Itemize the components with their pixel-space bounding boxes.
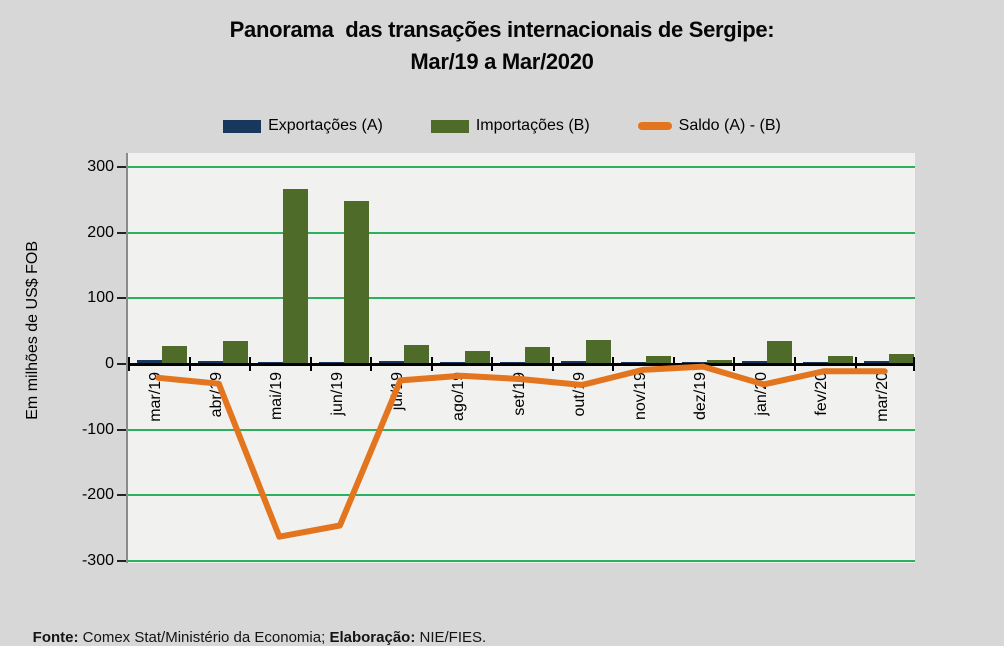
- source-label: Fonte:: [32, 629, 83, 646]
- legend-item: Saldo (A) - (B): [637, 117, 781, 135]
- importacoes-bar: [827, 355, 853, 364]
- gridline: [128, 428, 915, 431]
- chart-legend: Exportações (A) Importações (B) Saldo (A) …: [0, 117, 1004, 135]
- importacoes-bar: [464, 350, 490, 364]
- x-axis-tick: [733, 357, 736, 371]
- exportacoes-bar: [197, 360, 223, 364]
- y-tick-label: -100: [81, 420, 114, 438]
- y-axis-tick: [117, 363, 126, 365]
- legend-bar-swatch: [223, 119, 262, 133]
- legend-label: Importações (B): [475, 117, 590, 134]
- importacoes-bar: [222, 341, 248, 364]
- gridline: [128, 560, 915, 562]
- importacoes-bar: [646, 356, 672, 364]
- importacoes-bar: [525, 346, 551, 364]
- y-tick-label: 200: [87, 223, 114, 241]
- chart-title: Panorama das transações internacionais d…: [0, 14, 1004, 78]
- y-axis-tick: [117, 494, 126, 497]
- importacoes-bar: [404, 345, 430, 364]
- y-axis-line: [126, 153, 128, 563]
- y-tick-label: 0: [105, 355, 114, 372]
- y-axis-tick: [117, 166, 126, 168]
- x-axis-tick: [128, 357, 130, 371]
- gridline: [128, 166, 915, 168]
- y-axis-tick: [117, 231, 126, 234]
- source-text: Comex Stat/Ministério da Economia;: [82, 629, 330, 646]
- y-axis-tick: [117, 560, 126, 562]
- importacoes-bar: [343, 200, 369, 364]
- chart-title-line1: Panorama das transações internacionais d…: [229, 17, 775, 42]
- y-axis-title: Em milhões de US$ FOB: [24, 241, 41, 420]
- legend-bar-swatch: [430, 119, 469, 133]
- x-axis-tick: [551, 357, 554, 371]
- y-tick-label: -300: [81, 552, 114, 569]
- x-axis-tick: [309, 357, 312, 371]
- legend-line-swatch: [637, 122, 672, 130]
- source-note: Fonte: Comex Stat/Ministério da Economia…: [16, 612, 487, 663]
- saldo-polyline: [155, 363, 888, 540]
- x-axis-tick: [370, 357, 373, 371]
- plot-area: [128, 153, 915, 563]
- importacoes-bar: [706, 360, 732, 364]
- elaboration-label: Elaboração:: [329, 629, 420, 646]
- gridline: [128, 231, 915, 234]
- x-axis-tick: [913, 357, 915, 371]
- importacoes-bar: [585, 340, 611, 364]
- legend-label: Saldo (A) - (B): [678, 117, 781, 134]
- x-axis-tick: [491, 357, 494, 371]
- gridline: [128, 494, 915, 497]
- x-axis-tick: [188, 357, 191, 371]
- chart-title-line2: Mar/19 a Mar/2020: [410, 49, 594, 74]
- y-tick-label: -200: [81, 486, 114, 504]
- x-axis-tick: [612, 357, 615, 371]
- exportacoes-bar: [137, 360, 162, 364]
- y-tick-label: 300: [87, 158, 114, 175]
- elaboration-text: NIE/FIES.: [419, 629, 487, 646]
- y-axis-tick: [117, 297, 126, 300]
- saldo-line: [155, 363, 888, 540]
- legend-item: Exportações (A): [223, 117, 383, 135]
- x-axis-tick: [793, 357, 796, 371]
- importacoes-bar: [888, 354, 914, 364]
- x-axis-line: [128, 362, 915, 366]
- importacoes-bar: [767, 341, 793, 364]
- y-tick-label: 100: [87, 289, 114, 307]
- legend-item: Importações (B): [430, 117, 590, 135]
- x-axis-tick: [430, 357, 433, 371]
- importacoes-bar: [283, 189, 309, 364]
- importacoes-bar: [162, 346, 187, 364]
- x-axis-tick: [672, 357, 675, 371]
- y-axis-tick: [117, 428, 126, 431]
- x-axis-tick: [854, 357, 857, 371]
- legend-label: Exportações (A): [268, 117, 383, 134]
- x-axis-tick: [249, 357, 252, 371]
- gridline: [128, 297, 915, 300]
